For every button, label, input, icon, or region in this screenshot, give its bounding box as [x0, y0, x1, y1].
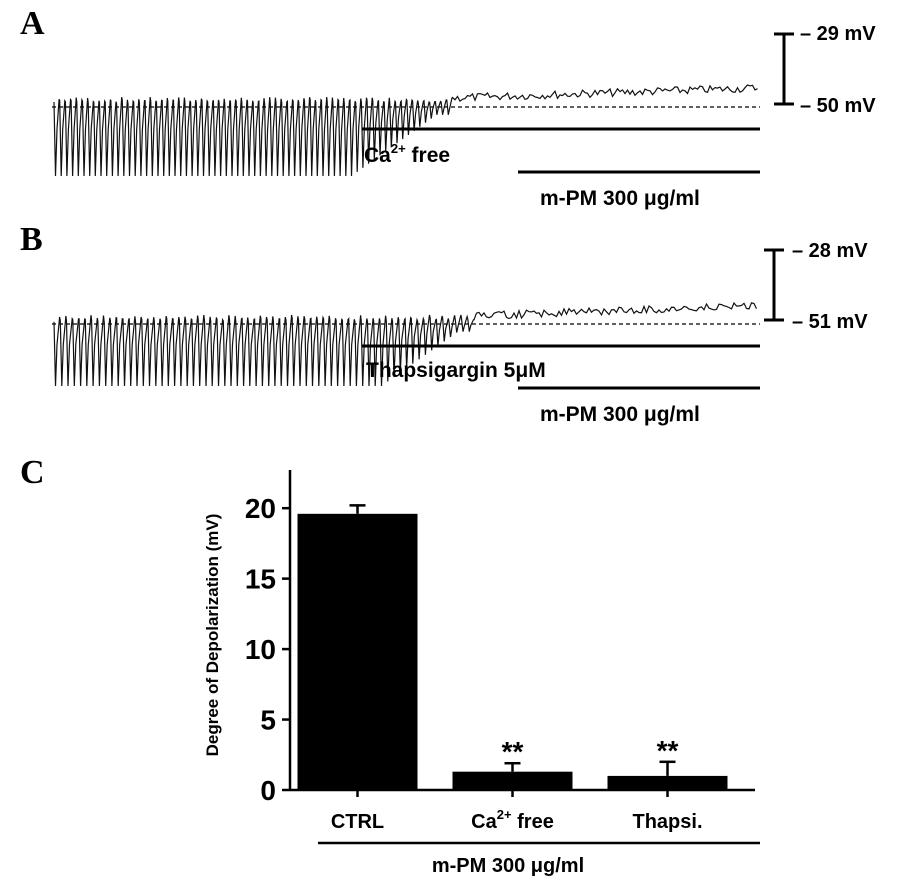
panel-a-scale-bottom-label: – 50 mV	[800, 95, 876, 117]
y-tick-label: 0	[260, 775, 276, 806]
panel-a-calcium-free-label: Ca2+ free	[364, 141, 450, 167]
panel-b-voltage-trace	[53, 301, 758, 387]
y-tick-label: 10	[245, 634, 276, 665]
panel-a-scale-bar	[774, 32, 794, 106]
significance-marker: **	[502, 736, 524, 767]
group-label: m-PM 300 μg/ml	[432, 855, 584, 877]
panel-b-scale-bar	[764, 248, 784, 322]
panel-a-voltage-trace	[53, 84, 758, 177]
panel-a-mpm-label: m-PM 300 μg/ml	[540, 187, 700, 210]
bar	[452, 771, 573, 790]
y-tick-label: 20	[245, 493, 276, 524]
y-tick-label: 15	[245, 564, 276, 595]
bar	[607, 775, 728, 790]
panel-b-thapsigargin-label: Thapsigargin 5μM	[366, 359, 546, 382]
panel-b-mpm-label: m-PM 300 μg/ml	[540, 403, 700, 426]
x-tick-label: Ca2+ free	[471, 807, 554, 833]
panel-b-scale-bottom-label: – 51 mV	[792, 311, 868, 333]
bar-chart: 0 5 10 15 20 Degree of Depolarization (mV) CTR…	[203, 470, 760, 877]
panel-a-letter: A	[20, 5, 45, 42]
panel-b-letter: B	[20, 221, 43, 258]
panel-c-letter: C	[20, 454, 45, 491]
y-tick-label: 5	[260, 705, 276, 736]
x-tick-label: Thapsi.	[632, 811, 702, 833]
x-tick-label: CTRL	[331, 811, 384, 833]
panel-b-scale-top-label: – 28 mV	[792, 240, 868, 262]
significance-marker: **	[657, 735, 679, 766]
panel-a-scale-top-label: – 29 mV	[800, 23, 876, 45]
bar	[297, 513, 418, 790]
y-axis-label: Degree of Depolarization (mV)	[203, 514, 222, 757]
